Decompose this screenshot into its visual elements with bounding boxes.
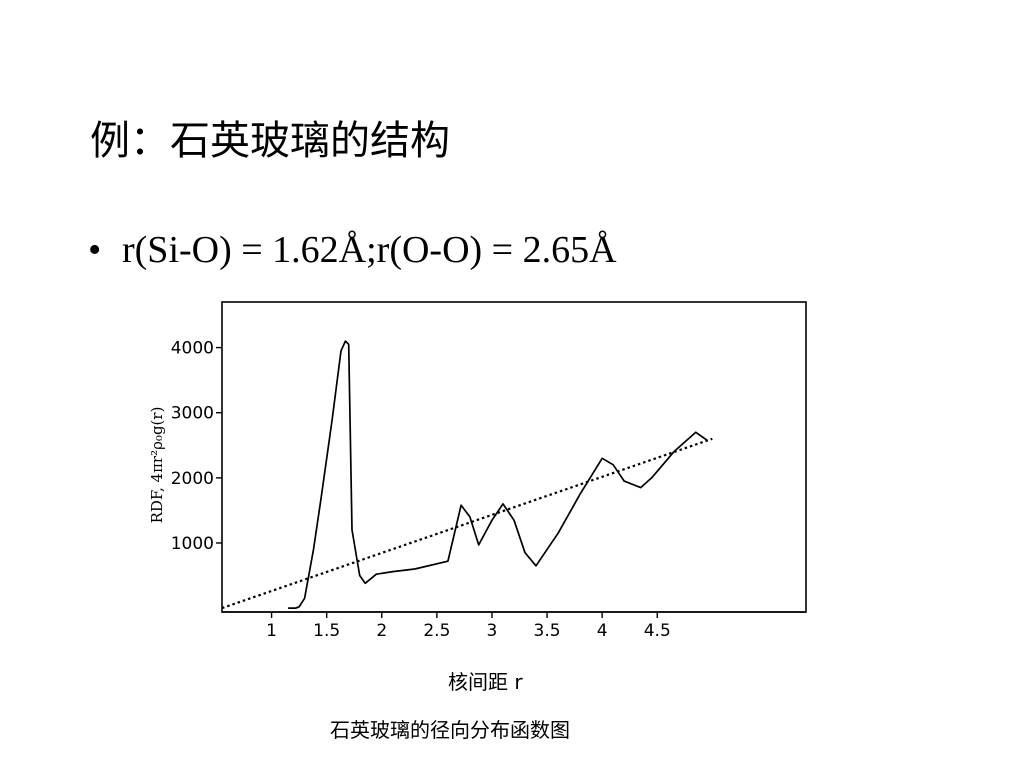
figure-caption: 石英玻璃的径向分布函数图 xyxy=(330,718,570,742)
bullet-text: r(Si-O) = 1.62Å;r(O-O) = 2.65Å xyxy=(122,229,617,271)
y-tick-label: 4000 xyxy=(171,339,214,359)
x-tick-label: 3 xyxy=(487,621,498,641)
bullet-line: • r(Si-O) = 1.62Å;r(O-O) = 2.65Å xyxy=(88,228,617,272)
y-tick-label: 1000 xyxy=(171,534,214,554)
dotted-trend-line xyxy=(221,437,713,610)
x-tick-label: 4 xyxy=(597,621,608,641)
x-tick-label: 2.5 xyxy=(423,621,450,641)
x-tick-label: 2 xyxy=(376,621,387,641)
x-tick-label: 3.5 xyxy=(534,621,561,641)
plot-frame xyxy=(221,301,807,613)
chart-series xyxy=(221,340,713,610)
x-tick-label: 1 xyxy=(266,621,277,641)
y-axis-ticks: 1000 2000 3000 4000 xyxy=(171,339,222,554)
rdf-curve xyxy=(288,340,708,609)
x-tick-label: 4.5 xyxy=(644,621,671,641)
bullet-marker: • xyxy=(88,229,102,271)
slide-title: 例：石英玻璃的结构 xyxy=(90,118,450,164)
y-tick-label: 3000 xyxy=(171,404,214,424)
y-tick-label: 2000 xyxy=(171,469,214,489)
x-axis-title: 核间距 r xyxy=(448,670,523,694)
x-tick-label: 1.5 xyxy=(313,621,340,641)
y-axis-label: RDF, 4πr²ρ₀g(r) xyxy=(148,407,166,524)
x-axis-ticks: 1 1.5 2 2.5 3 3.5 4 4.5 xyxy=(266,612,671,641)
